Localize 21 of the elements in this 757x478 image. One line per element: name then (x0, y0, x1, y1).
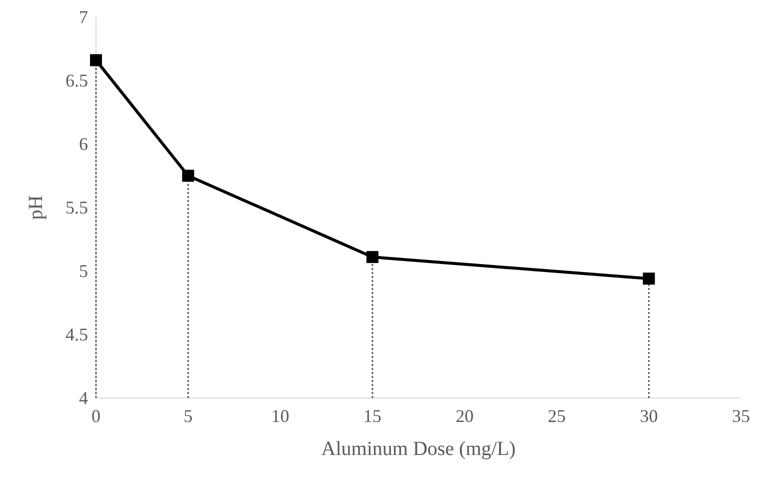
point (642, 272, 655, 285)
x-tick-label: 25 (548, 406, 566, 426)
x-axis-title: Aluminum Dose (mg/L) (321, 438, 516, 460)
x-tick-label: 35 (732, 406, 750, 426)
point (366, 251, 378, 264)
x-tick-label: 10 (271, 406, 290, 426)
y-tick-label: 6 (79, 134, 88, 154)
x-tick-label: 0 (92, 406, 100, 426)
x-tick-label: 20 (456, 406, 474, 426)
x-tick-label: 5 (184, 406, 193, 426)
y-tick-label: 5.5 (66, 198, 88, 218)
y-tick-label: 6.5 (66, 70, 88, 90)
y-tick-label: 4 (79, 388, 88, 408)
x-tick-label: 30 (640, 406, 658, 426)
point (182, 170, 194, 182)
y-axis-title: pH (25, 195, 47, 220)
y-tick-label: 4.5 (66, 324, 88, 344)
y-tick-label: 7 (79, 7, 88, 27)
point (90, 54, 102, 66)
y-tick-label: 5 (79, 261, 88, 281)
x-tick-label: 15 (363, 406, 382, 426)
